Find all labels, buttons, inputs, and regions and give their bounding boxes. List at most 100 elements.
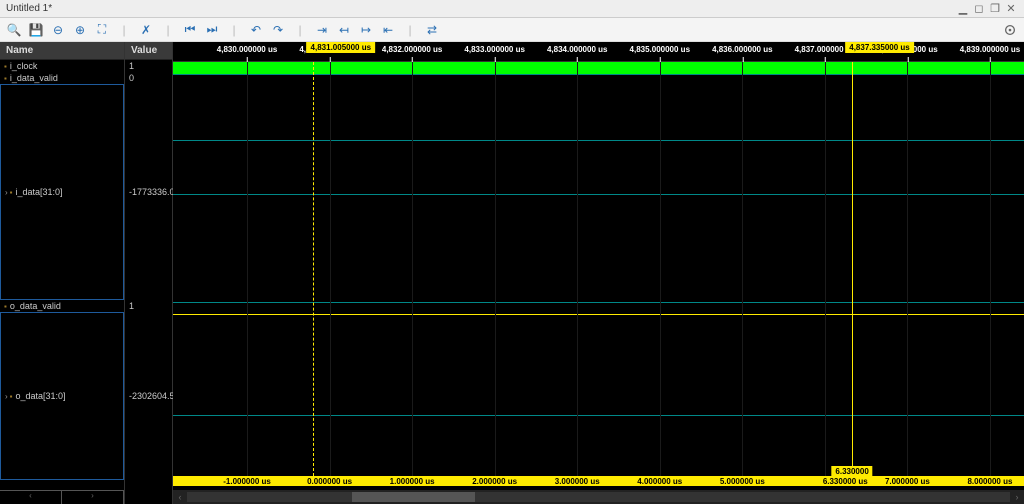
window-controls: ▁ ◻ ❐ ✕ [956,2,1018,16]
grid-line [495,62,496,476]
names-header: Name [0,42,124,60]
grid-line [907,62,908,476]
grid-line [825,62,826,476]
grid-line [990,62,991,476]
waveform-lane [173,74,1024,86]
signal-value-label: -1773336.0 [129,187,175,197]
zoom-fit-icon[interactable]: ⛶ [94,22,110,38]
names-rows: ▪i_clock▪i_data_valid›▪i_data[31:0]▪o_da… [0,60,124,490]
grid-line [577,62,578,476]
signal-type-icon: ▪ [4,302,7,311]
signal-name-label: i_clock [10,61,38,71]
toolbar-separator: | [292,22,308,38]
add-marker-icon[interactable]: ⇥ [314,22,330,38]
waveform-panel: 4,830.000000 us4,831.000000 us4,832.0000… [173,42,1024,504]
signal-type-icon: ▪ [4,62,7,71]
ruler-tick-bottom: 2.000000 us [472,477,517,486]
signal-value-row: -1773336.0 [125,84,172,300]
save-icon[interactable]: 💾 [28,22,44,38]
zoom-out-icon[interactable]: ⊖ [50,22,66,38]
title-bar: Untitled 1* ▁ ◻ ❐ ✕ [0,0,1024,18]
grid-line [412,62,413,476]
cursor-marker-label[interactable]: 4,831.005000 us [307,42,376,53]
scrollbar-thumb[interactable] [352,492,475,502]
swap-icon[interactable]: ⇄ [424,22,440,38]
signal-name-label: i_data_valid [10,73,58,83]
ruler-tick: 4,835.000000 us [630,45,691,54]
minimize-icon[interactable]: ▁ [956,2,970,16]
ruler-tick-bottom: 7.000000 us [885,477,930,486]
redo-icon[interactable]: ↷ [270,22,286,38]
cut-icon[interactable]: ✗ [138,22,154,38]
signal-name-row[interactable]: ▪i_data_valid [0,72,124,84]
signal-name-label: i_data[31:0] [16,187,63,197]
time-ruler-top: 4,830.000000 us4,831.000000 us4,832.0000… [173,42,1024,62]
signal-value-label: 1 [129,301,134,311]
toolbar-separator: | [160,22,176,38]
toolbar-separator: | [402,22,418,38]
time-cursor[interactable] [313,62,314,476]
grid-line [660,62,661,476]
search-icon[interactable]: 🔍 [6,22,22,38]
ruler-tick-bottom: -1.000000 us [223,477,271,486]
signal-type-icon: ▪ [10,188,13,197]
scrollbar-track[interactable] [187,492,1010,502]
undo-icon[interactable]: ↶ [248,22,264,38]
signal-name-row[interactable]: ▪i_clock [0,60,124,72]
signal-name-row[interactable]: ›▪o_data[31:0] [0,312,124,480]
zoom-in-icon[interactable]: ⊕ [72,22,88,38]
ruler-tick: 4,836.000000 us [712,45,773,54]
signal-type-icon: ▪ [10,392,13,401]
ruler-tick-bottom: 1.000000 us [390,477,435,486]
settings-icon[interactable] [1002,22,1018,38]
signal-name-label: o_data_valid [10,301,61,311]
scroll-right-icon[interactable]: › [1010,492,1024,502]
close-icon[interactable]: ✕ [1004,2,1018,16]
prev-marker-icon[interactable]: ↤ [336,22,352,38]
time-cursor[interactable] [852,62,853,476]
signal-name-row[interactable]: ▪o_data_valid [0,300,124,312]
signal-value-row: -2302604.5 [125,312,172,480]
signal-value-row: 1 [125,60,172,72]
ruler-tick-bottom: 3.000000 us [555,477,600,486]
ruler-tick: 4,830.000000 us [217,45,278,54]
scroll-left-icon[interactable]: ‹ [173,492,187,502]
ruler-tick: 4,832.000000 us [382,45,443,54]
signal-value-row: 1 [125,300,172,312]
signal-name-row[interactable]: ›▪i_data[31:0] [0,84,124,300]
signal-value-label: 1 [129,61,134,71]
maximize-icon[interactable]: ◻ [972,2,986,16]
scroll-left-icon[interactable]: ‹ [0,491,62,504]
grid-line [247,62,248,476]
window-title: Untitled 1* [6,3,956,14]
toolbar-separator: | [226,22,242,38]
go-end-icon[interactable]: ⏭ [204,22,220,38]
cursor-marker-bottom[interactable]: 6.330000 [831,466,872,477]
restore-icon[interactable]: ❐ [988,2,1002,16]
values-panel: Value 1 0 -1773336.0 1 -2302604.5 [125,42,173,504]
expand-icon[interactable]: › [5,188,8,197]
waveform-plot[interactable] [173,62,1024,476]
waveform-lane [173,314,1024,476]
main-content: Name ▪i_clock▪i_data_valid›▪i_data[31:0]… [0,42,1024,504]
go-start-icon[interactable]: ⏮ [182,22,198,38]
waveform-lane [173,62,1024,74]
waveform-lane [173,302,1024,314]
expand-icon[interactable]: › [5,392,8,401]
names-scroll-footer: ‹ › [0,490,124,504]
remove-marker-icon[interactable]: ⇤ [380,22,396,38]
names-panel: Name ▪i_clock▪i_data_valid›▪i_data[31:0]… [0,42,125,504]
signal-value-row: 0 [125,72,172,84]
ruler-tick-bottom: 8.000000 us [967,477,1012,486]
values-header: Value [125,42,172,60]
cursor-marker-label[interactable]: 4,837.335000 us [845,42,914,53]
next-marker-icon[interactable]: ↦ [358,22,374,38]
signal-value-label: 0 [129,73,134,83]
signal-value-label: -2302604.5 [129,391,175,401]
horizontal-scrollbar[interactable]: ‹ › [173,490,1024,504]
ruler-tick: 4,834.000000 us [547,45,608,54]
ruler-tick-bottom: 5.000000 us [720,477,765,486]
scroll-right-icon[interactable]: › [62,491,124,504]
grid-line [330,62,331,476]
waveform-lane [173,86,1024,302]
